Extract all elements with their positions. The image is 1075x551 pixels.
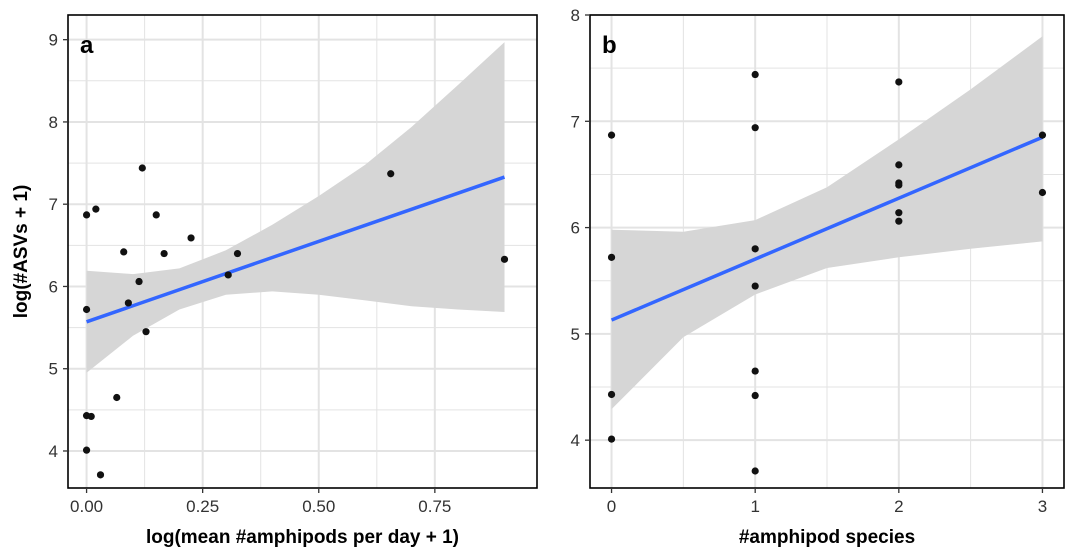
data-point [233,249,242,258]
data-point [92,205,100,213]
data-point [895,209,903,217]
data-point [895,161,903,169]
data-point [895,181,903,189]
y-tick-label: 4 [49,442,58,461]
panel-a-y-ticks: 4 5 6 7 8 9 [49,31,68,461]
data-point [1038,188,1047,197]
y-tick-label: 7 [571,112,580,131]
x-tick-label: 0.25 [186,497,219,516]
data-point [607,390,616,399]
data-point [607,253,616,261]
panel-a-grid [68,15,537,488]
data-point [751,124,759,132]
y-tick-label: 5 [49,360,58,379]
data-point [751,282,759,290]
data-point [87,412,95,421]
data-point [607,131,616,139]
panel-a-border [67,14,538,489]
y-tick-label: 7 [49,195,58,214]
data-point [1038,131,1047,139]
data-point [120,248,128,256]
data-point [82,446,91,454]
panel-b-fit-line [610,135,1044,322]
panel-b-x-axis-title: #amphipod species [739,527,915,548]
data-point [152,211,160,219]
data-point [751,245,759,253]
y-tick-label: 8 [49,113,58,132]
y-tick-label: 6 [49,277,58,296]
panel-a-confidence-ribbon [86,42,505,373]
x-tick-label: 0 [607,497,616,516]
data-point [751,391,759,400]
panel-b: 0 1 2 3 4 5 6 7 8 b #amphipod species [571,6,1065,548]
x-tick-label: 3 [1038,497,1047,516]
data-point [135,277,143,286]
data-point [160,249,168,258]
panel-b-label: b [602,32,617,59]
data-point [124,299,132,307]
data-point [138,164,146,172]
panel-a: 0.00 0.25 0.50 0.75 4 5 6 7 8 9 a log(mean #amph… [11,14,538,548]
panel-a-fit-line [86,175,506,324]
panel-a-x-axis-title: log(mean #amphipods per day + 1) [146,527,459,548]
x-tick-label: 0.00 [70,497,103,516]
panel-b-x-ticks: 0 1 2 3 [607,488,1047,516]
panel-a-points [82,164,509,479]
y-tick-label: 5 [571,325,580,344]
data-point [113,393,121,402]
panel-b-points [607,70,1047,475]
x-tick-label: 0.75 [418,497,451,516]
panel-b-confidence-ribbon [611,36,1043,410]
y-tick-label: 8 [571,6,580,25]
panel-a-label: a [80,32,94,59]
panel-b-border [589,14,1065,489]
data-point [96,471,105,479]
panel-a-x-ticks: 0.00 0.25 0.50 0.75 [70,488,451,516]
panel-b-y-ticks: 4 5 6 7 8 [571,6,590,450]
data-point [751,367,759,375]
data-point [224,271,232,279]
y-tick-label: 4 [571,431,580,450]
x-tick-label: 2 [894,497,903,516]
x-tick-label: 0.50 [302,497,335,516]
data-point [82,211,91,219]
data-point [387,170,395,178]
data-point [607,435,616,443]
y-tick-label: 6 [571,219,580,238]
data-point [895,78,903,86]
data-point [500,255,509,263]
data-point [82,305,91,314]
data-point [187,234,195,242]
y-tick-label: 9 [49,31,58,50]
data-point [751,70,759,79]
x-tick-label: 1 [750,497,759,516]
panel-a-y-axis-title: log(#ASVs + 1) [11,185,32,319]
data-point [895,217,903,225]
data-point [142,328,150,336]
data-point [751,467,759,475]
